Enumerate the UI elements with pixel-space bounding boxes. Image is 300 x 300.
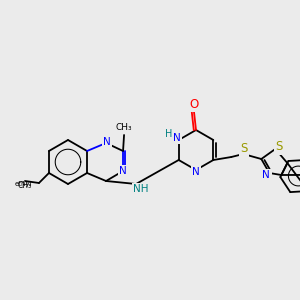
Text: N: N [103, 137, 111, 147]
Text: NH: NH [133, 184, 149, 194]
Text: CH₃: CH₃ [116, 122, 132, 131]
Text: N: N [192, 167, 200, 177]
Text: N: N [119, 166, 127, 176]
Text: H: H [165, 129, 172, 139]
Text: CH₃: CH₃ [18, 181, 32, 190]
Text: ethyl: ethyl [14, 181, 32, 187]
Text: N: N [262, 170, 270, 180]
Text: S: S [241, 142, 248, 155]
Text: S: S [276, 140, 283, 154]
Text: N: N [173, 133, 181, 143]
Text: O: O [189, 98, 199, 110]
